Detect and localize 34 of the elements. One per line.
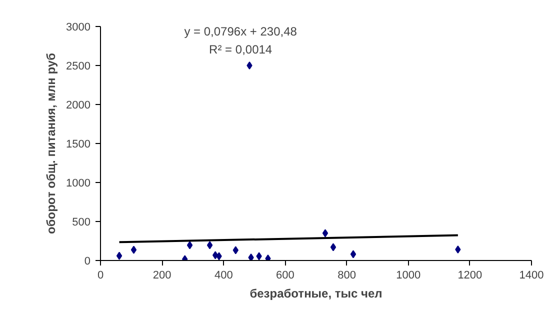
- x-tick-label: 200: [152, 270, 172, 282]
- x-tick-label: 1200: [458, 270, 482, 282]
- y-tick-label: 0: [84, 256, 91, 268]
- annotation: y = 0,0796x + 230,48: [184, 24, 298, 38]
- y-tick-label: 2000: [66, 100, 91, 112]
- point: [206, 241, 213, 250]
- x-tick-label: 800: [338, 270, 356, 282]
- point: [350, 250, 356, 258]
- point: [246, 62, 252, 70]
- point: [248, 254, 254, 260]
- x-axis-title: безработные, тыс чел: [250, 286, 382, 300]
- point: [232, 246, 238, 254]
- point: [256, 252, 262, 260]
- point: [186, 241, 193, 250]
- point: [265, 254, 271, 260]
- point: [330, 243, 336, 252]
- x-tick-label: 1000: [396, 270, 421, 282]
- annotation: R² = 0,0014: [209, 42, 272, 56]
- point: [130, 246, 137, 254]
- x-tick-label: 600: [276, 270, 294, 282]
- point: [322, 229, 328, 238]
- x-tick-label: 1400: [519, 270, 544, 282]
- point: [212, 251, 218, 260]
- y-tick-label: 3000: [66, 22, 91, 34]
- y-tick-label: 1500: [66, 138, 91, 150]
- point: [116, 252, 122, 260]
- point: [216, 252, 222, 260]
- x-tick-label: 400: [214, 270, 233, 282]
- point: [455, 246, 461, 254]
- y-tick-label: 2500: [66, 60, 91, 72]
- x-tick-label: 0: [97, 270, 104, 282]
- y-axis-title: оборот общ. питания, млн руб: [44, 52, 58, 234]
- y-tick-label: 500: [72, 216, 91, 228]
- y-tick-label: 1000: [66, 178, 91, 190]
